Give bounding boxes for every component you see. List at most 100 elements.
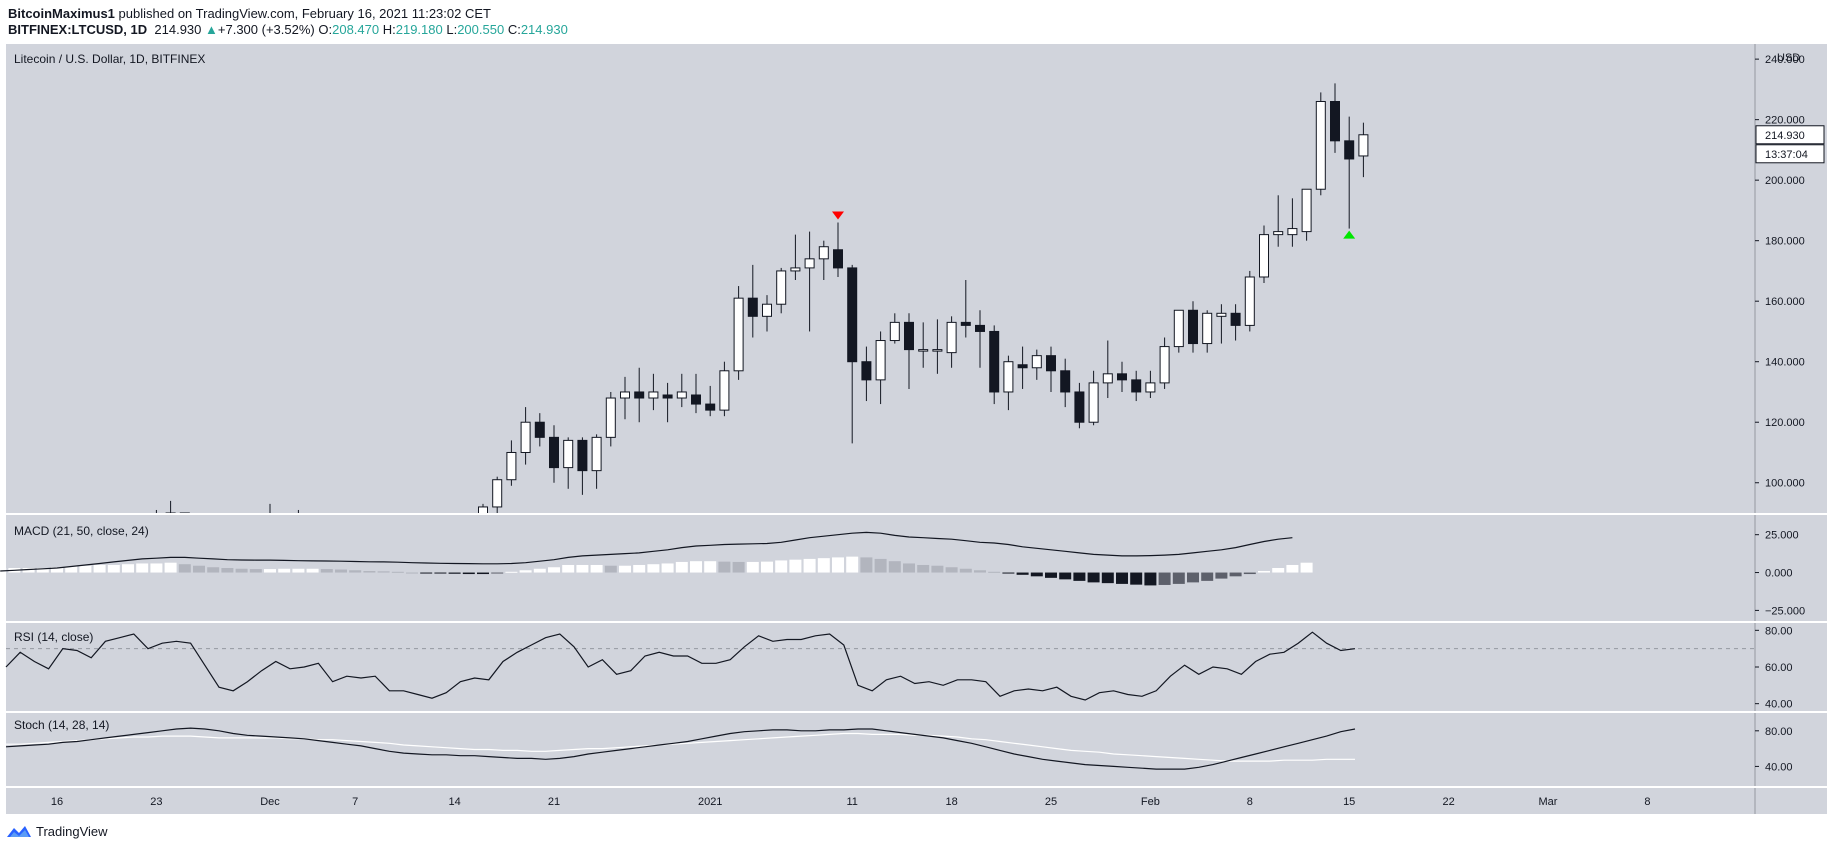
candle-bullish [733, 297, 744, 372]
stoch-d-line [6, 732, 1355, 762]
macd-histogram-bar [278, 568, 291, 573]
candle-bullish [492, 479, 503, 508]
price-tick-label: 220.000 [1765, 115, 1805, 127]
chart-area[interactable]: Litecoin / U.S. Dollar, 1D, BITFINEX USD 1… [0, 44, 1828, 814]
candle-bearish [1330, 100, 1340, 142]
macd-histogram-bar [846, 556, 859, 573]
footer-brand-label: TradingView [36, 823, 108, 839]
publish-line: BitcoinMaximus1 published on TradingView… [8, 5, 491, 23]
macd-histogram-bar [1002, 572, 1015, 574]
candle-bearish [549, 436, 559, 469]
buy-signal-marker [1343, 230, 1356, 239]
price-tick-label: 120.000 [1765, 417, 1805, 429]
open-value: 208.470 [332, 22, 380, 37]
candle-bullish [1216, 312, 1227, 317]
macd-histogram-bar [690, 561, 702, 573]
candle-bearish [847, 267, 858, 363]
macd-histogram-bar [1101, 572, 1114, 584]
macd-histogram-bar [235, 568, 248, 573]
macd-histogram-bar [505, 571, 518, 573]
time-axis-label: 16 [51, 796, 63, 808]
macd-histogram-bar [548, 567, 560, 573]
price-tick-label: 180.000 [1765, 236, 1805, 248]
macd-histogram-bar [1258, 571, 1270, 573]
candle-bullish [918, 349, 929, 352]
last-price-box [1755, 125, 1825, 145]
candle-bullish [1173, 309, 1184, 348]
rsi-tick-label: 40.00 [1765, 699, 1793, 711]
time-axis-label: Feb [1141, 796, 1160, 808]
ohlc-line: BITFINEX:LTCUSD, 1D 214.930 ▲+7.300 (+3.… [8, 21, 568, 39]
macd-histogram-bar [704, 561, 717, 573]
time-axis-label: 21 [548, 796, 560, 808]
symbol-label: BITFINEX:LTCUSD, 1D [8, 22, 148, 37]
macd-histogram-bar [1201, 572, 1214, 581]
candle-bullish [1202, 312, 1213, 345]
macd-histogram-bar [448, 572, 461, 574]
candle-bearish [989, 330, 1000, 393]
macd-histogram-bar [633, 564, 646, 573]
time-axis-label: 7 [352, 796, 358, 808]
macd-histogram-bar [1030, 572, 1043, 577]
price-tick-label: 100.000 [1765, 478, 1805, 490]
footer-brand[interactable]: TradingView [6, 823, 108, 839]
macd-tick-label: 25.000 [1765, 530, 1799, 542]
low-label: L: [446, 22, 458, 37]
macd-histogram-bar [817, 558, 830, 573]
candle-bearish [1188, 309, 1198, 345]
candle-bearish [1060, 370, 1071, 393]
candle-bullish [563, 439, 574, 469]
rsi-tick-label: 60.00 [1765, 662, 1793, 674]
countdown-label: 13:37:04 [1765, 149, 1808, 161]
last-price-label: 214.930 [1765, 130, 1805, 142]
high-label: H: [382, 22, 396, 37]
tradingview-logo-icon [7, 826, 31, 837]
macd-histogram-bar [718, 561, 731, 573]
macd-histogram-bar [1215, 572, 1228, 579]
macd-histogram-bar [917, 564, 930, 573]
macd-histogram-bar [1045, 572, 1057, 578]
macd-histogram-bar [874, 558, 887, 573]
time-axis-label: 22 [1442, 796, 1454, 808]
macd-histogram-bar [406, 572, 418, 574]
candle-bullish [889, 321, 900, 342]
time-axis-label: 8 [1644, 796, 1650, 808]
candle-bearish [833, 249, 843, 269]
macd-histogram-bar [178, 564, 191, 573]
macd-tick-label: 0.000 [1765, 568, 1793, 580]
candle-bullish [506, 451, 517, 481]
time-axis-label: 25 [1045, 796, 1057, 808]
time-axis-label: Dec [260, 796, 280, 808]
macd-histogram-bar [221, 568, 234, 573]
author-name[interactable]: BitcoinMaximus1 [8, 6, 115, 21]
candle-bearish [634, 391, 645, 399]
time-axis-label: 18 [945, 796, 957, 808]
candle-bearish [1131, 379, 1142, 393]
candle-bullish [1244, 276, 1255, 326]
candle-bullish [1315, 100, 1326, 190]
candle-bearish [960, 321, 971, 326]
candle-bearish [904, 321, 914, 351]
candle-bearish [534, 421, 545, 438]
high-value: 219.180 [395, 22, 443, 37]
candle-bullish [1358, 134, 1369, 157]
macd-histogram-bar [491, 572, 504, 574]
time-axis-label: 23 [150, 796, 162, 808]
candle-bearish [691, 394, 701, 405]
price-tick-label: 200.000 [1765, 175, 1805, 187]
macd-histogram-bar [136, 563, 149, 573]
plot-layer: Litecoin / U.S. Dollar, 1D, BITFINEX USD 1… [0, 44, 1827, 814]
macd-histogram-bar [903, 563, 915, 573]
stoch-tick-label: 40.00 [1765, 761, 1793, 773]
candle-bearish [747, 297, 758, 317]
candle-bullish [478, 506, 488, 513]
stoch-pane-background [6, 713, 1755, 786]
candle-bearish [975, 324, 985, 332]
macd-histogram-bar [1286, 564, 1299, 573]
rsi-tick-label: 80.00 [1765, 625, 1793, 637]
macd-histogram-bar [1272, 568, 1285, 573]
candle-bearish [577, 439, 588, 472]
macd-histogram-bar [363, 571, 376, 573]
macd-histogram-bar [647, 564, 660, 573]
candle-bullish [946, 321, 957, 354]
